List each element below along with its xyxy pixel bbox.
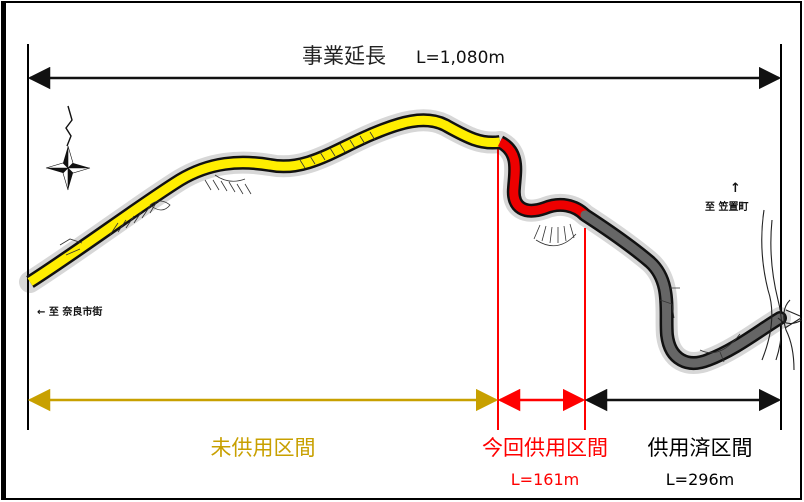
road-map — [19, 105, 803, 374]
section-label-unused: 未供用区間 — [211, 436, 316, 460]
direction-north-arrow: ↑ — [730, 181, 741, 196]
terrain-hatching — [59, 131, 741, 363]
title-background — [290, 40, 520, 70]
river-lines — [761, 209, 803, 371]
direction-label-west: ← 至 奈良市街 — [37, 305, 102, 318]
section-length-current: L=161m — [511, 470, 579, 489]
north-compass-icon — [45, 105, 91, 191]
road-segment-unused — [27, 115, 501, 286]
title-length: L=1,080m — [416, 48, 505, 68]
road-segment-current — [497, 137, 589, 219]
section-label-current: 今回供用区間 — [482, 436, 608, 460]
section-label-opened: 供用済区間 — [648, 436, 753, 460]
inner-frame-line — [2, 2, 6, 499]
title-main: 事業延長 — [302, 44, 386, 68]
road-segment-opened — [580, 210, 785, 368]
section-length-opened: L=296m — [666, 470, 734, 489]
direction-label-east: 至 笠置町 — [705, 200, 748, 213]
